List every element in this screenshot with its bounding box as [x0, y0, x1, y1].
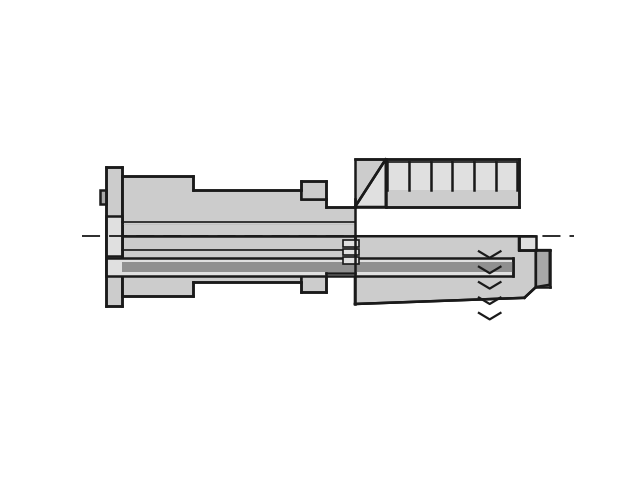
Bar	[122, 262, 513, 273]
Bar	[497, 162, 516, 190]
Bar	[344, 249, 359, 255]
Bar	[453, 162, 473, 190]
Polygon shape	[355, 159, 386, 207]
Bar	[106, 258, 513, 276]
Bar	[386, 159, 519, 207]
Polygon shape	[106, 167, 122, 306]
Polygon shape	[355, 236, 536, 304]
Bar	[519, 236, 536, 250]
Polygon shape	[355, 159, 386, 207]
Polygon shape	[122, 236, 355, 296]
Bar	[410, 162, 430, 190]
Bar	[106, 216, 122, 256]
Polygon shape	[122, 176, 355, 236]
Polygon shape	[301, 181, 326, 199]
Polygon shape	[100, 190, 106, 204]
Bar	[431, 162, 452, 190]
Bar	[344, 257, 359, 264]
Bar	[475, 162, 495, 190]
Bar	[344, 240, 359, 247]
Bar	[388, 162, 408, 190]
Polygon shape	[536, 250, 550, 287]
Polygon shape	[301, 273, 326, 292]
